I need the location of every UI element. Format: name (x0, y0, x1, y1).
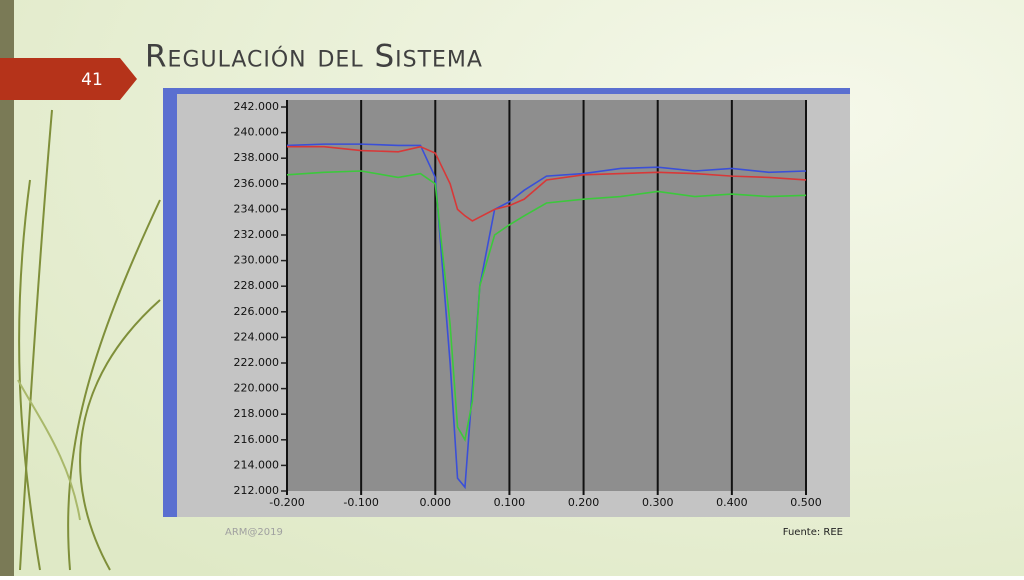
panel-border (163, 88, 177, 517)
x-tick-label: 0.300 (642, 496, 674, 509)
y-tick-label: 224.000 (234, 330, 280, 343)
y-tick-label: 234.000 (234, 202, 280, 215)
y-tick-label: 228.000 (234, 279, 280, 292)
x-tick-label: 0.100 (494, 496, 526, 509)
slide-title: Regulación del Sistema (145, 39, 483, 75)
x-tick-label: 0.400 (716, 496, 748, 509)
side-bar (0, 0, 14, 576)
series-line (286, 143, 807, 490)
x-tick-label: -0.100 (343, 496, 378, 509)
y-tick-label: 218.000 (234, 407, 280, 420)
x-tick-label: 0.500 (790, 496, 822, 509)
plot-area (287, 100, 806, 491)
y-tick-label: 240.000 (234, 126, 280, 139)
y-tick-label: 214.000 (234, 458, 280, 471)
y-tick-label: 232.000 (234, 228, 280, 241)
y-tick-label: 216.000 (234, 433, 280, 446)
panel-border (163, 88, 850, 94)
x-tick-label: 0.000 (420, 496, 452, 509)
slide-number-box (0, 58, 137, 100)
x-tick-label: -0.200 (269, 496, 304, 509)
footer: ARM@2019 (225, 527, 283, 538)
y-tick-label: 230.000 (234, 254, 280, 267)
slide-number: 41 (81, 70, 103, 90)
chart: 212.000 214.000 216.000 218.000 220.000 222.0… (234, 100, 822, 509)
source: Fuente: REE (783, 527, 843, 538)
decoration (17, 109, 161, 571)
y-tick-label: 226.000 (234, 305, 280, 318)
y-tick-label: 236.000 (234, 177, 280, 190)
y-tick-label: 222.000 (234, 356, 280, 369)
series-line (286, 170, 807, 443)
y-tick-label: 212.000 (234, 484, 280, 497)
x-tick-label: 0.200 (568, 496, 600, 509)
series-line (287, 145, 807, 222)
y-tick-label: 242.000 (234, 100, 280, 113)
y-tick-label: 220.000 (234, 382, 280, 395)
y-tick-label: 238.000 (234, 151, 280, 164)
